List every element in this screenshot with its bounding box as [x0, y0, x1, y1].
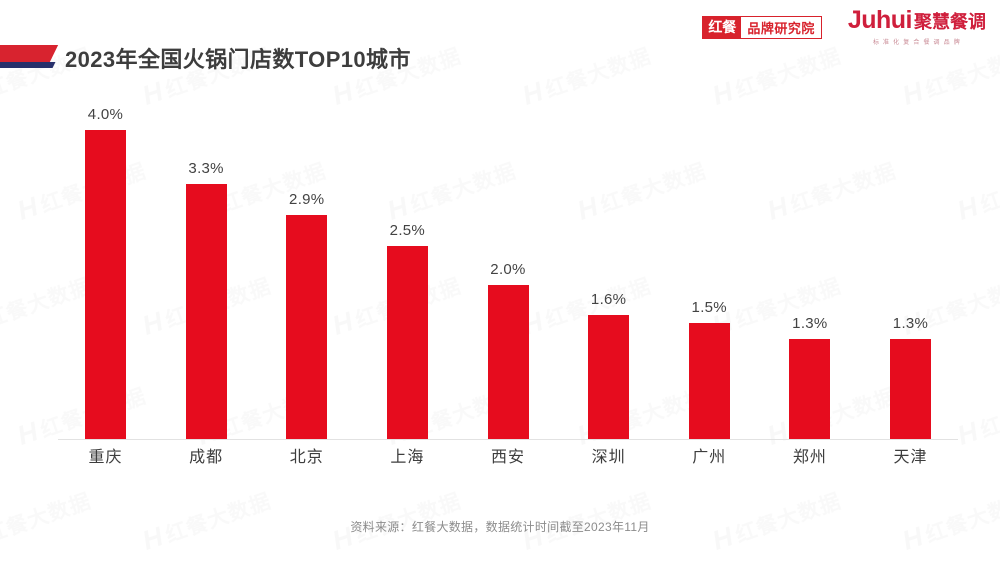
juhui-logo-en: Juhui — [847, 6, 913, 34]
bar-value-label: 1.5% — [691, 299, 727, 317]
x-axis-label: 上海 — [390, 449, 425, 466]
watermark-text: 红餐大数据 — [732, 489, 845, 547]
bar-group[interactable]: 2.5% — [360, 100, 455, 439]
x-axis-label: 北京 — [289, 449, 324, 466]
bar-value-label: 3.3% — [188, 160, 224, 177]
x-axis-label: 广州 — [692, 449, 727, 466]
bar[interactable] — [185, 184, 227, 439]
x-axis-line — [58, 439, 958, 440]
watermark-text: 红餐大数据 — [922, 44, 1000, 102]
bar-group[interactable]: 1.3% — [863, 100, 958, 439]
bar-value-label: 2.0% — [490, 260, 526, 278]
page-title: 2023年全国火锅门店数TOP10城市 — [65, 47, 411, 72]
watermark-text: 红餐大数据 — [542, 489, 655, 547]
bar[interactable] — [286, 214, 328, 439]
bar-group[interactable]: 2.0% — [461, 100, 556, 439]
bar-value-label: 1.3% — [792, 314, 828, 332]
juhui-logo: Juhui 聚慧餐调 标准化复合餐调品牌 — [848, 8, 986, 47]
watermark-text: 红餐大数据 — [352, 489, 465, 547]
juhui-logo-cn: 聚慧餐调 — [914, 12, 986, 32]
bar-value-label: 2.9% — [289, 190, 325, 208]
title-row: 2023年全国火锅门店数TOP10城市 — [0, 42, 411, 74]
hongcan-logo-text: 品牌研究院 — [747, 20, 815, 36]
bar-chart-plot: 4.0% 3.3% 2.9% 2.5% 2.0% 1.6% 1.5% 1.3% 1.3% — [0, 100, 1000, 440]
watermark-text: 红餐大数据 — [542, 44, 655, 102]
bar[interactable] — [890, 338, 931, 439]
source-note: 资料来源：红餐大数据，数据统计时间截至2023年11月 — [350, 520, 650, 534]
title-decoration-icon — [0, 43, 59, 73]
bar-group[interactable]: 4.0% — [58, 100, 153, 439]
bar-group[interactable]: 1.3% — [762, 100, 857, 439]
bar-value-label: 1.6% — [590, 291, 627, 309]
brand-logos: 红餐 品牌研究院 Juhui 聚慧餐调 标准化复合餐调品牌 — [702, 8, 986, 46]
x-axis-label: 重庆 — [88, 449, 123, 466]
hongcan-logo: 红餐 品牌研究院 — [702, 15, 822, 39]
bar[interactable] — [588, 315, 630, 439]
x-axis-label: 郑州 — [792, 449, 827, 466]
bar-group[interactable]: 3.3% — [159, 100, 254, 439]
watermark-text: 红餐大数据 — [0, 489, 95, 547]
bar[interactable] — [688, 323, 730, 439]
bar-group[interactable]: 1.6% — [561, 100, 656, 439]
bar[interactable] — [386, 245, 428, 439]
bar[interactable] — [487, 284, 529, 439]
bar-value-label: 1.3% — [892, 314, 929, 332]
watermark-text: 红餐大数据 — [732, 44, 845, 102]
x-axis-label: 西安 — [490, 449, 525, 466]
juhui-logo-main: Juhui 聚慧餐调 — [848, 8, 986, 33]
juhui-logo-subtitle: 标准化复合餐调品牌 — [872, 40, 964, 46]
bar-group[interactable]: 1.5% — [662, 100, 757, 439]
bar-value-label: 4.0% — [87, 105, 124, 123]
bar-value-label: 2.5% — [389, 221, 426, 239]
bar-series: 4.0% 3.3% 2.9% 2.5% 2.0% 1.6% 1.5% 1.3% 1.3% — [58, 100, 958, 439]
bar[interactable] — [789, 338, 831, 439]
watermark-text: 红餐大数据 — [162, 489, 275, 547]
x-axis-label: 深圳 — [591, 449, 626, 466]
hongcan-logo-mark: 红餐 — [703, 16, 742, 38]
bar-group[interactable]: 2.9% — [259, 100, 354, 439]
x-axis-label: 天津 — [893, 449, 928, 466]
x-axis-labels: 重庆 成都 北京 上海 西安 深圳 广州 郑州 天津 — [58, 443, 958, 467]
x-axis-label: 成都 — [189, 449, 224, 466]
bar[interactable] — [85, 129, 126, 439]
watermark-text: 红餐大数据 — [922, 489, 1000, 547]
